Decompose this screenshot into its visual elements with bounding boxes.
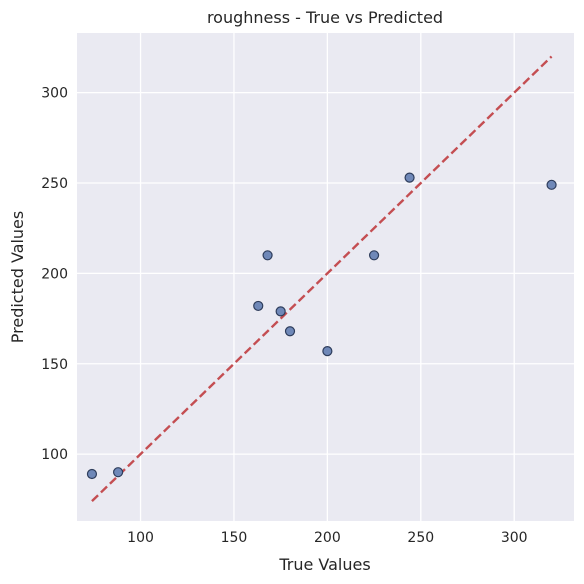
x-tick-label: 100: [127, 530, 154, 546]
reference-line: [91, 55, 553, 502]
y-tick-label: 250: [41, 176, 68, 192]
x-axis-title: True Values: [278, 555, 370, 574]
tick-labels: 100 150 200 250 300 100 150 200 250 300: [41, 86, 527, 546]
data-point: [253, 300, 264, 312]
data-point: [404, 172, 415, 183]
data-points: [86, 172, 557, 480]
data-point: [368, 250, 380, 261]
data-point: [322, 346, 333, 357]
x-tick-label: 300: [501, 530, 528, 546]
x-tick-label: 200: [314, 530, 341, 546]
data-point: [284, 326, 296, 337]
data-point: [275, 306, 286, 317]
grid-lines: [77, 33, 574, 521]
y-tick-label: 150: [41, 357, 68, 373]
y-axis-title: Predicted Values: [8, 211, 27, 343]
y-tick-label: 100: [41, 447, 68, 463]
data-point: [86, 468, 98, 480]
x-tick-label: 250: [407, 530, 434, 546]
chart-title: roughness - True vs Predicted: [207, 8, 443, 27]
data-point: [113, 467, 124, 478]
data-point: [546, 179, 557, 190]
x-tick-label: 150: [221, 530, 248, 546]
data-point: [262, 250, 273, 261]
y-tick-label: 200: [41, 266, 68, 282]
y-tick-label: 300: [41, 86, 68, 102]
